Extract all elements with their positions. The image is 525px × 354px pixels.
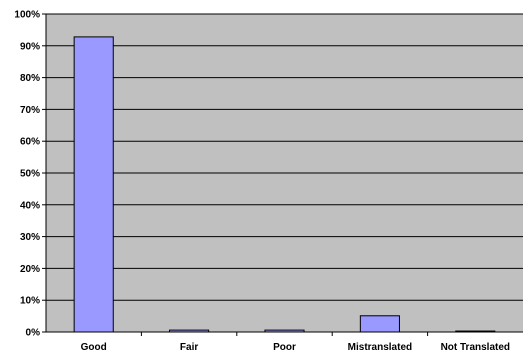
y-tick-label: 10% bbox=[20, 296, 40, 307]
y-tick-label: 60% bbox=[20, 137, 40, 148]
bar-mistranslated bbox=[359, 315, 400, 333]
y-tick-label: 100% bbox=[14, 10, 40, 21]
gridlines bbox=[42, 13, 523, 333]
bars bbox=[73, 36, 496, 333]
x-category-label: Not Translated bbox=[441, 342, 510, 353]
y-tick-label: 50% bbox=[20, 169, 40, 180]
x-category-label: Good bbox=[81, 342, 107, 353]
y-tick-label: 90% bbox=[20, 41, 40, 52]
bar-good bbox=[73, 36, 114, 333]
y-tick-label: 20% bbox=[20, 264, 40, 275]
x-category-label: Poor bbox=[273, 342, 296, 353]
y-tick-label: 70% bbox=[20, 105, 40, 116]
x-axis-category-labels: Good Fair Poor Mistranslated Not Translated bbox=[81, 342, 510, 353]
y-tick-label: 0% bbox=[26, 328, 41, 339]
x-category-label: Mistranslated bbox=[348, 342, 412, 353]
y-tick-label: 40% bbox=[20, 200, 40, 211]
y-tick-label: 80% bbox=[20, 73, 40, 84]
x-category-label: Fair bbox=[180, 342, 198, 353]
y-axis-tick-labels: 0% 10% 20% 30% 40% 50% 60% 70% 80% 90% 100% bbox=[14, 10, 40, 339]
y-tick-label: 30% bbox=[20, 232, 40, 243]
axes bbox=[45, 14, 523, 336]
